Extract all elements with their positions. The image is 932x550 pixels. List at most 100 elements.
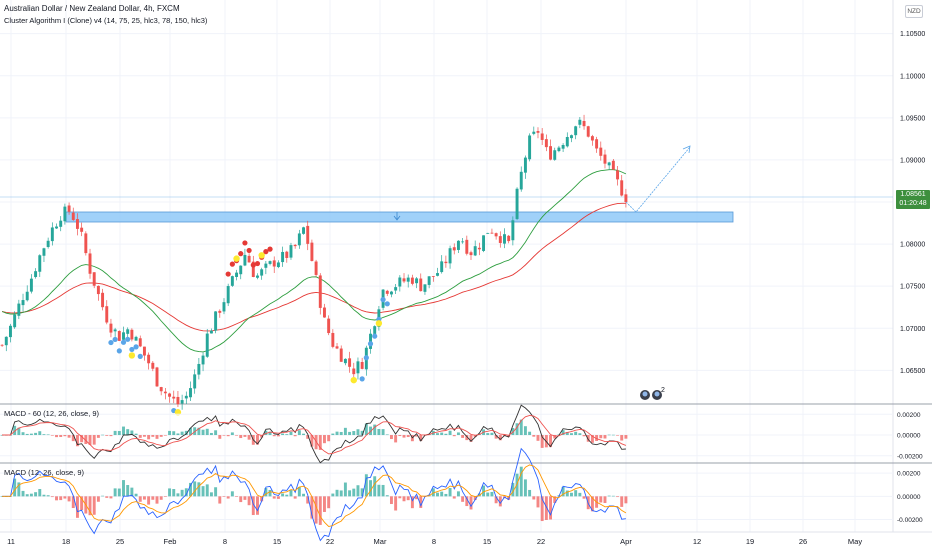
y-tick-label: 1.09000 [900,157,925,164]
macd-histogram-bar [616,496,619,498]
macd-histogram-bar [272,496,276,499]
macd-histogram-bar [511,428,515,436]
candle-body [201,355,205,365]
macd-histogram-bar [364,423,368,436]
signal-dot [363,355,369,361]
candle-body [532,131,536,134]
candle-body [590,136,594,141]
macd-histogram-bar [218,435,222,439]
macd-histogram-bar [256,435,259,445]
macd-histogram-bar [285,494,289,497]
candle-body [415,278,419,284]
macd-histogram-bar [302,433,305,436]
candle-body [440,261,444,273]
candle-body [214,311,218,331]
macd-histogram-bar [88,435,92,445]
signal-dot [367,341,374,347]
candle-body [126,329,130,334]
signal-dot [137,353,143,359]
candle-body [272,260,276,267]
macd-histogram-bar [607,434,611,436]
candle-body [34,271,38,278]
candle-body [218,310,222,313]
macd-histogram-bar [276,435,280,437]
candle-body [331,332,335,347]
macd-histogram-bar [415,496,419,500]
macd-histogram-bar [519,466,523,497]
signal-dot [129,346,135,353]
candle-body [92,272,96,286]
candle-body [29,278,33,292]
candle-body [256,275,259,278]
candle-body [595,139,599,149]
signal-dot [254,260,261,267]
signal-dot [359,376,365,382]
macd-histogram-bar [452,435,456,437]
macd-histogram-bar [607,495,611,497]
signal-line [2,414,627,455]
macd-histogram-bar [306,435,310,439]
macd-histogram-bar [163,435,167,436]
y-tick-label: 1.06500 [900,368,925,375]
macd60-label[interactable]: MACD - 60 (12, 26, close, 9) [4,409,100,418]
macd-histogram-bar [624,435,628,439]
candle-body [117,330,121,341]
macd-histogram-bar [113,488,117,497]
macd-histogram-bar [159,496,163,500]
macd-histogram-bar [343,427,347,436]
signal-dots [108,240,390,416]
candle-body [109,323,113,333]
macd-histogram-bar [193,481,197,497]
macd-histogram-bar [473,496,477,500]
candle-body [0,344,4,346]
x-tick-label: 22 [537,537,545,546]
projection-arrowhead [682,145,691,154]
macd-histogram-bar [209,432,213,436]
macd-histogram-bar [189,482,192,497]
macd-histogram-bar [348,490,352,497]
macd-histogram-bar [21,432,25,436]
macd-histogram-bar [540,435,544,448]
x-tick-label: 25 [116,537,124,546]
macd-histogram-bar [239,496,243,503]
y-tick-label: 1.10500 [900,31,925,38]
candle-body [289,245,293,258]
macd-histogram-bar [21,490,25,497]
candle-body [84,233,88,254]
macd-histogram-bar [151,496,155,500]
macd-histogram-bar [251,496,255,516]
candle-body [130,329,134,340]
last-price-tag: 1.08561 01:20:48 [896,190,930,209]
macd-line [2,447,626,542]
macd-label[interactable]: MACD (12, 26, close, 9) [4,468,85,477]
macd-histogram-bar [126,485,130,497]
macd-histogram-bar [318,435,322,450]
macd-histogram-bar [565,431,569,436]
candle-body [611,160,615,170]
macd-histogram-bar [549,435,553,448]
candle-body [17,303,21,316]
macd-tick-label: 0.00200 [897,471,921,478]
candle-body [38,255,42,272]
x-tick-label: 8 [223,537,227,546]
y-tick-label: 1.08000 [900,242,925,249]
macd-histogram-bar [377,429,381,436]
macd-histogram-bar [624,496,628,504]
macd-histogram-bar [410,496,414,509]
macd-histogram-bar [281,433,285,436]
macd-histogram-bar [461,435,465,438]
candle-body [352,368,356,375]
macd-histogram-bar [230,432,234,436]
macd-histogram-bar [616,435,619,436]
macd-histogram-bar [184,430,188,436]
macd-histogram-bar [25,433,29,436]
indicator-label[interactable]: Cluster Algorithm I (Clone) v4 (14, 75, … [4,16,208,25]
macd-histogram-bar [226,496,230,499]
candle-body [616,170,619,180]
macd-histogram-bar [494,496,498,504]
macd-histogram-bar [172,489,176,497]
currency-badge[interactable]: NZD [905,5,923,18]
candle-body [151,362,155,369]
candle-body [528,135,532,160]
